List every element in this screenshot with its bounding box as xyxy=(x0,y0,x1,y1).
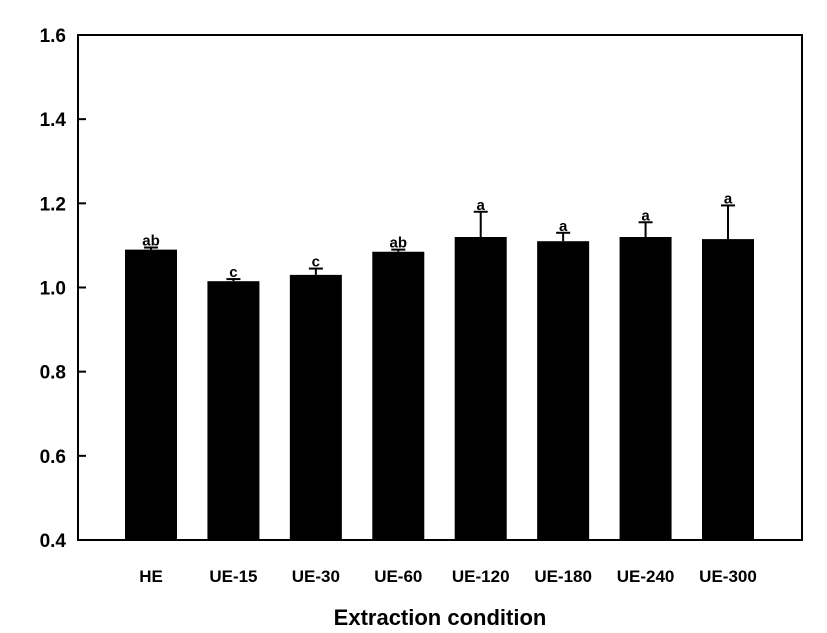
bar xyxy=(537,241,590,541)
bar xyxy=(289,274,342,540)
x-tick-label: UE-60 xyxy=(374,567,422,586)
y-tick-label: 1.0 xyxy=(40,279,66,300)
x-tick-label: UE-120 xyxy=(452,567,510,586)
significance-label: c xyxy=(312,254,320,271)
significance-label: ab xyxy=(142,233,160,250)
x-tick-label: UE-30 xyxy=(292,567,340,586)
y-tick-label: 0.6 xyxy=(40,447,66,468)
significance-label: a xyxy=(477,197,486,214)
bar xyxy=(702,239,754,540)
significance-label: c xyxy=(229,264,237,281)
y-tick-label: 1.2 xyxy=(40,194,66,215)
y-axis: 0.4 0.6 0.8 1.0 1.2 1.4 1.6 xyxy=(40,26,86,552)
bar xyxy=(207,281,260,540)
significance-label: a xyxy=(641,207,650,224)
x-tick-label: HE xyxy=(139,567,163,586)
bars: ab c c ab a a a a xyxy=(125,190,754,541)
significance-label: a xyxy=(559,218,568,235)
bar xyxy=(454,237,507,540)
y-tick-label: 1.6 xyxy=(40,26,66,47)
significance-label: a xyxy=(724,190,733,207)
y-tick-label: 0.8 xyxy=(40,363,66,384)
bar xyxy=(125,249,177,540)
plot-area xyxy=(77,34,803,541)
x-tick-label: UE-15 xyxy=(209,567,257,586)
plot-frame xyxy=(77,34,803,541)
significance-label: ab xyxy=(390,235,408,252)
bar xyxy=(619,237,672,540)
x-tick-label: UE-240 xyxy=(617,567,675,586)
y-tick-label: 1.4 xyxy=(40,110,67,131)
x-axis-title: Extraction condition xyxy=(334,605,547,630)
y-tick-label: 0.4 xyxy=(40,531,67,552)
x-tick-label: UE-180 xyxy=(534,567,592,586)
x-tick-label: UE-300 xyxy=(699,567,757,586)
bar xyxy=(372,251,425,540)
x-axis-labels: HE UE-15 UE-30 UE-60 UE-120 UE-180 UE-240 UE-30… xyxy=(139,567,757,586)
